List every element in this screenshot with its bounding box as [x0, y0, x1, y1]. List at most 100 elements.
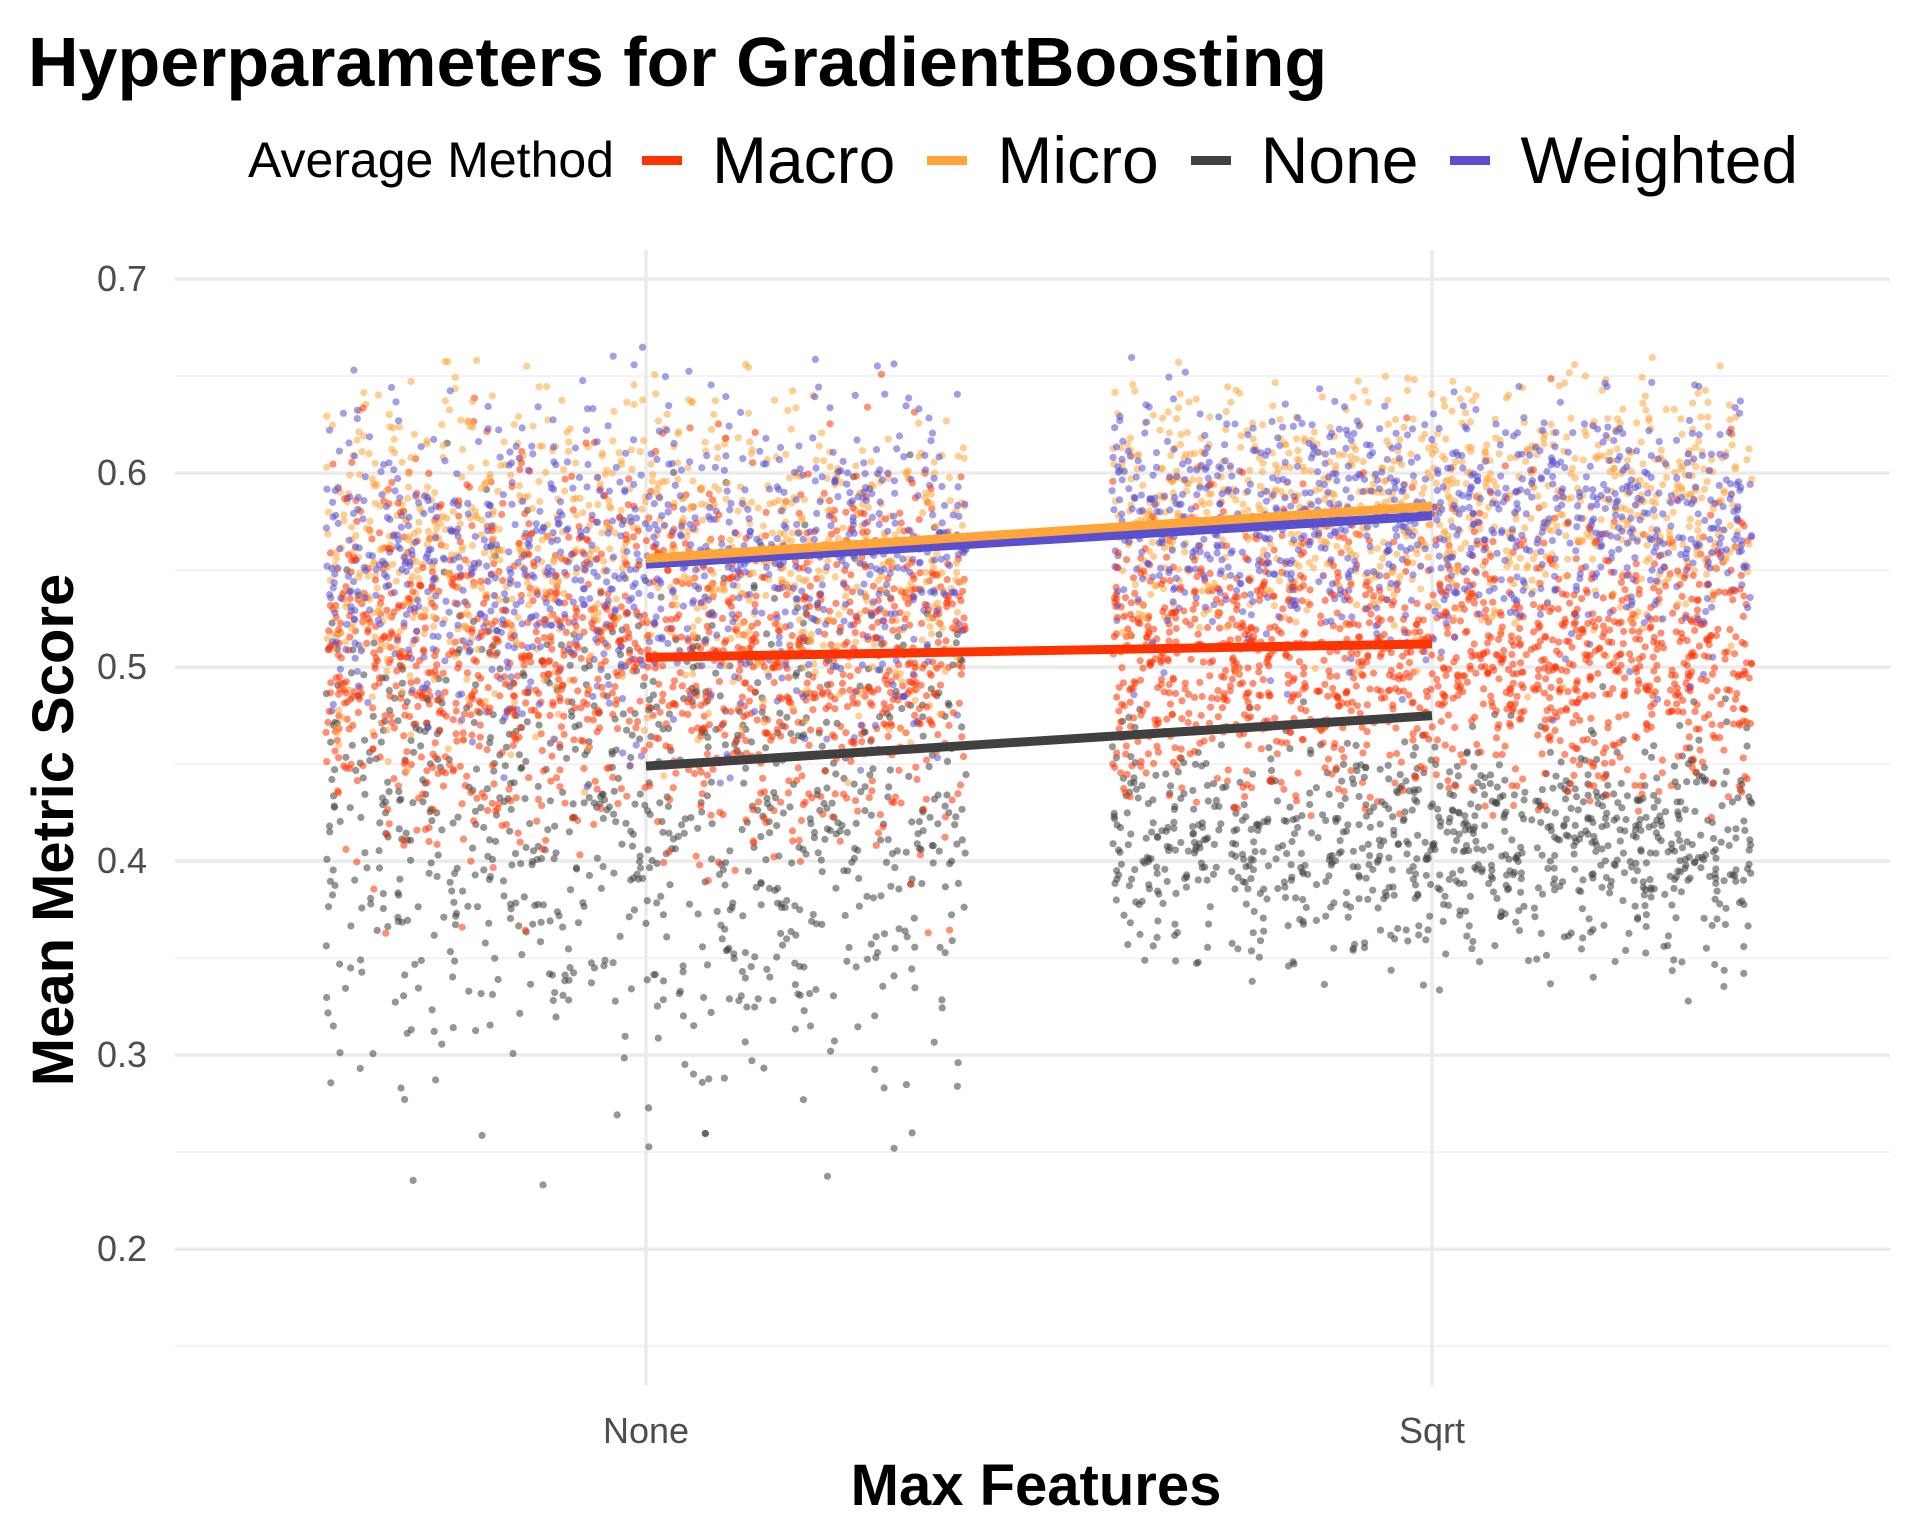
data-point [488, 855, 497, 864]
data-point [1283, 739, 1291, 747]
data-point [529, 422, 537, 430]
data-point [1522, 651, 1530, 659]
data-point [1471, 812, 1479, 820]
data-point [943, 791, 951, 799]
data-point [1444, 901, 1452, 910]
data-point [522, 757, 530, 766]
data-point [925, 763, 933, 771]
data-point [1711, 734, 1719, 742]
data-point [401, 971, 409, 979]
data-point [374, 391, 382, 399]
data-point [941, 667, 949, 676]
data-point [1633, 867, 1641, 875]
data-point [541, 588, 549, 596]
data-point [552, 774, 561, 782]
data-point [430, 931, 438, 939]
data-point [782, 450, 790, 458]
data-point [617, 506, 625, 514]
data-point [1191, 846, 1200, 854]
data-point [1306, 800, 1314, 809]
data-point [585, 684, 593, 693]
data-point [1453, 836, 1461, 845]
data-point [656, 799, 664, 807]
data-point [890, 1144, 898, 1152]
data-point [357, 956, 365, 964]
data-point [783, 713, 791, 721]
data-point [555, 912, 563, 920]
data-point [1651, 512, 1659, 520]
data-point [441, 753, 449, 761]
data-point [1196, 623, 1204, 632]
data-point [1259, 848, 1267, 856]
data-point [754, 679, 762, 687]
data-point [584, 744, 592, 752]
data-point [1118, 700, 1126, 708]
data-point [1409, 875, 1417, 883]
data-point [945, 701, 953, 709]
data-point [1638, 790, 1646, 798]
data-point [879, 823, 887, 831]
data-point [632, 724, 640, 732]
data-point [552, 849, 560, 857]
data-point [613, 1111, 621, 1119]
data-point [1364, 895, 1372, 904]
scatter-points [322, 343, 1756, 1189]
data-point [1636, 796, 1644, 804]
data-point [742, 764, 750, 772]
data-point [915, 818, 924, 826]
data-point [799, 845, 807, 854]
data-point [1244, 664, 1252, 672]
data-point [852, 638, 860, 646]
data-point [1473, 845, 1481, 853]
data-point [1154, 748, 1162, 756]
data-point [1568, 643, 1576, 651]
data-point [691, 770, 699, 778]
data-point [698, 484, 706, 492]
data-point [1551, 851, 1559, 860]
data-point [1459, 758, 1467, 766]
data-point [792, 404, 800, 412]
data-point [1550, 864, 1558, 872]
data-point [757, 879, 765, 887]
data-point [884, 836, 892, 844]
data-point [1198, 819, 1206, 827]
data-point [1473, 779, 1482, 787]
data-point [454, 813, 462, 821]
data-point [657, 593, 665, 601]
data-point [1643, 557, 1651, 565]
data-point [915, 419, 923, 427]
data-point [1694, 519, 1702, 527]
data-point [815, 567, 823, 575]
data-point [1678, 430, 1686, 438]
data-point [800, 577, 808, 585]
data-point [800, 963, 808, 971]
data-point [1711, 960, 1719, 969]
data-point [882, 858, 891, 867]
data-point [789, 387, 797, 395]
data-point [515, 482, 524, 490]
data-point [1154, 684, 1162, 692]
data-point [1450, 846, 1458, 854]
data-point [720, 719, 728, 727]
data-point [1492, 434, 1500, 442]
data-point [1421, 838, 1429, 847]
data-point [599, 557, 608, 565]
data-point [628, 842, 637, 850]
data-point [467, 857, 475, 865]
data-point [565, 438, 573, 446]
data-point [1444, 777, 1452, 785]
data-point [1363, 741, 1371, 749]
data-point [1181, 679, 1189, 687]
data-point [472, 765, 481, 773]
data-point [501, 762, 509, 770]
data-point [773, 725, 781, 734]
data-point [850, 780, 858, 788]
data-point [651, 970, 660, 979]
data-point [347, 922, 355, 930]
data-point [708, 855, 716, 863]
data-point [606, 545, 614, 553]
data-point [742, 360, 750, 368]
data-point [871, 1012, 879, 1020]
data-point [855, 902, 864, 910]
data-point [679, 514, 688, 523]
